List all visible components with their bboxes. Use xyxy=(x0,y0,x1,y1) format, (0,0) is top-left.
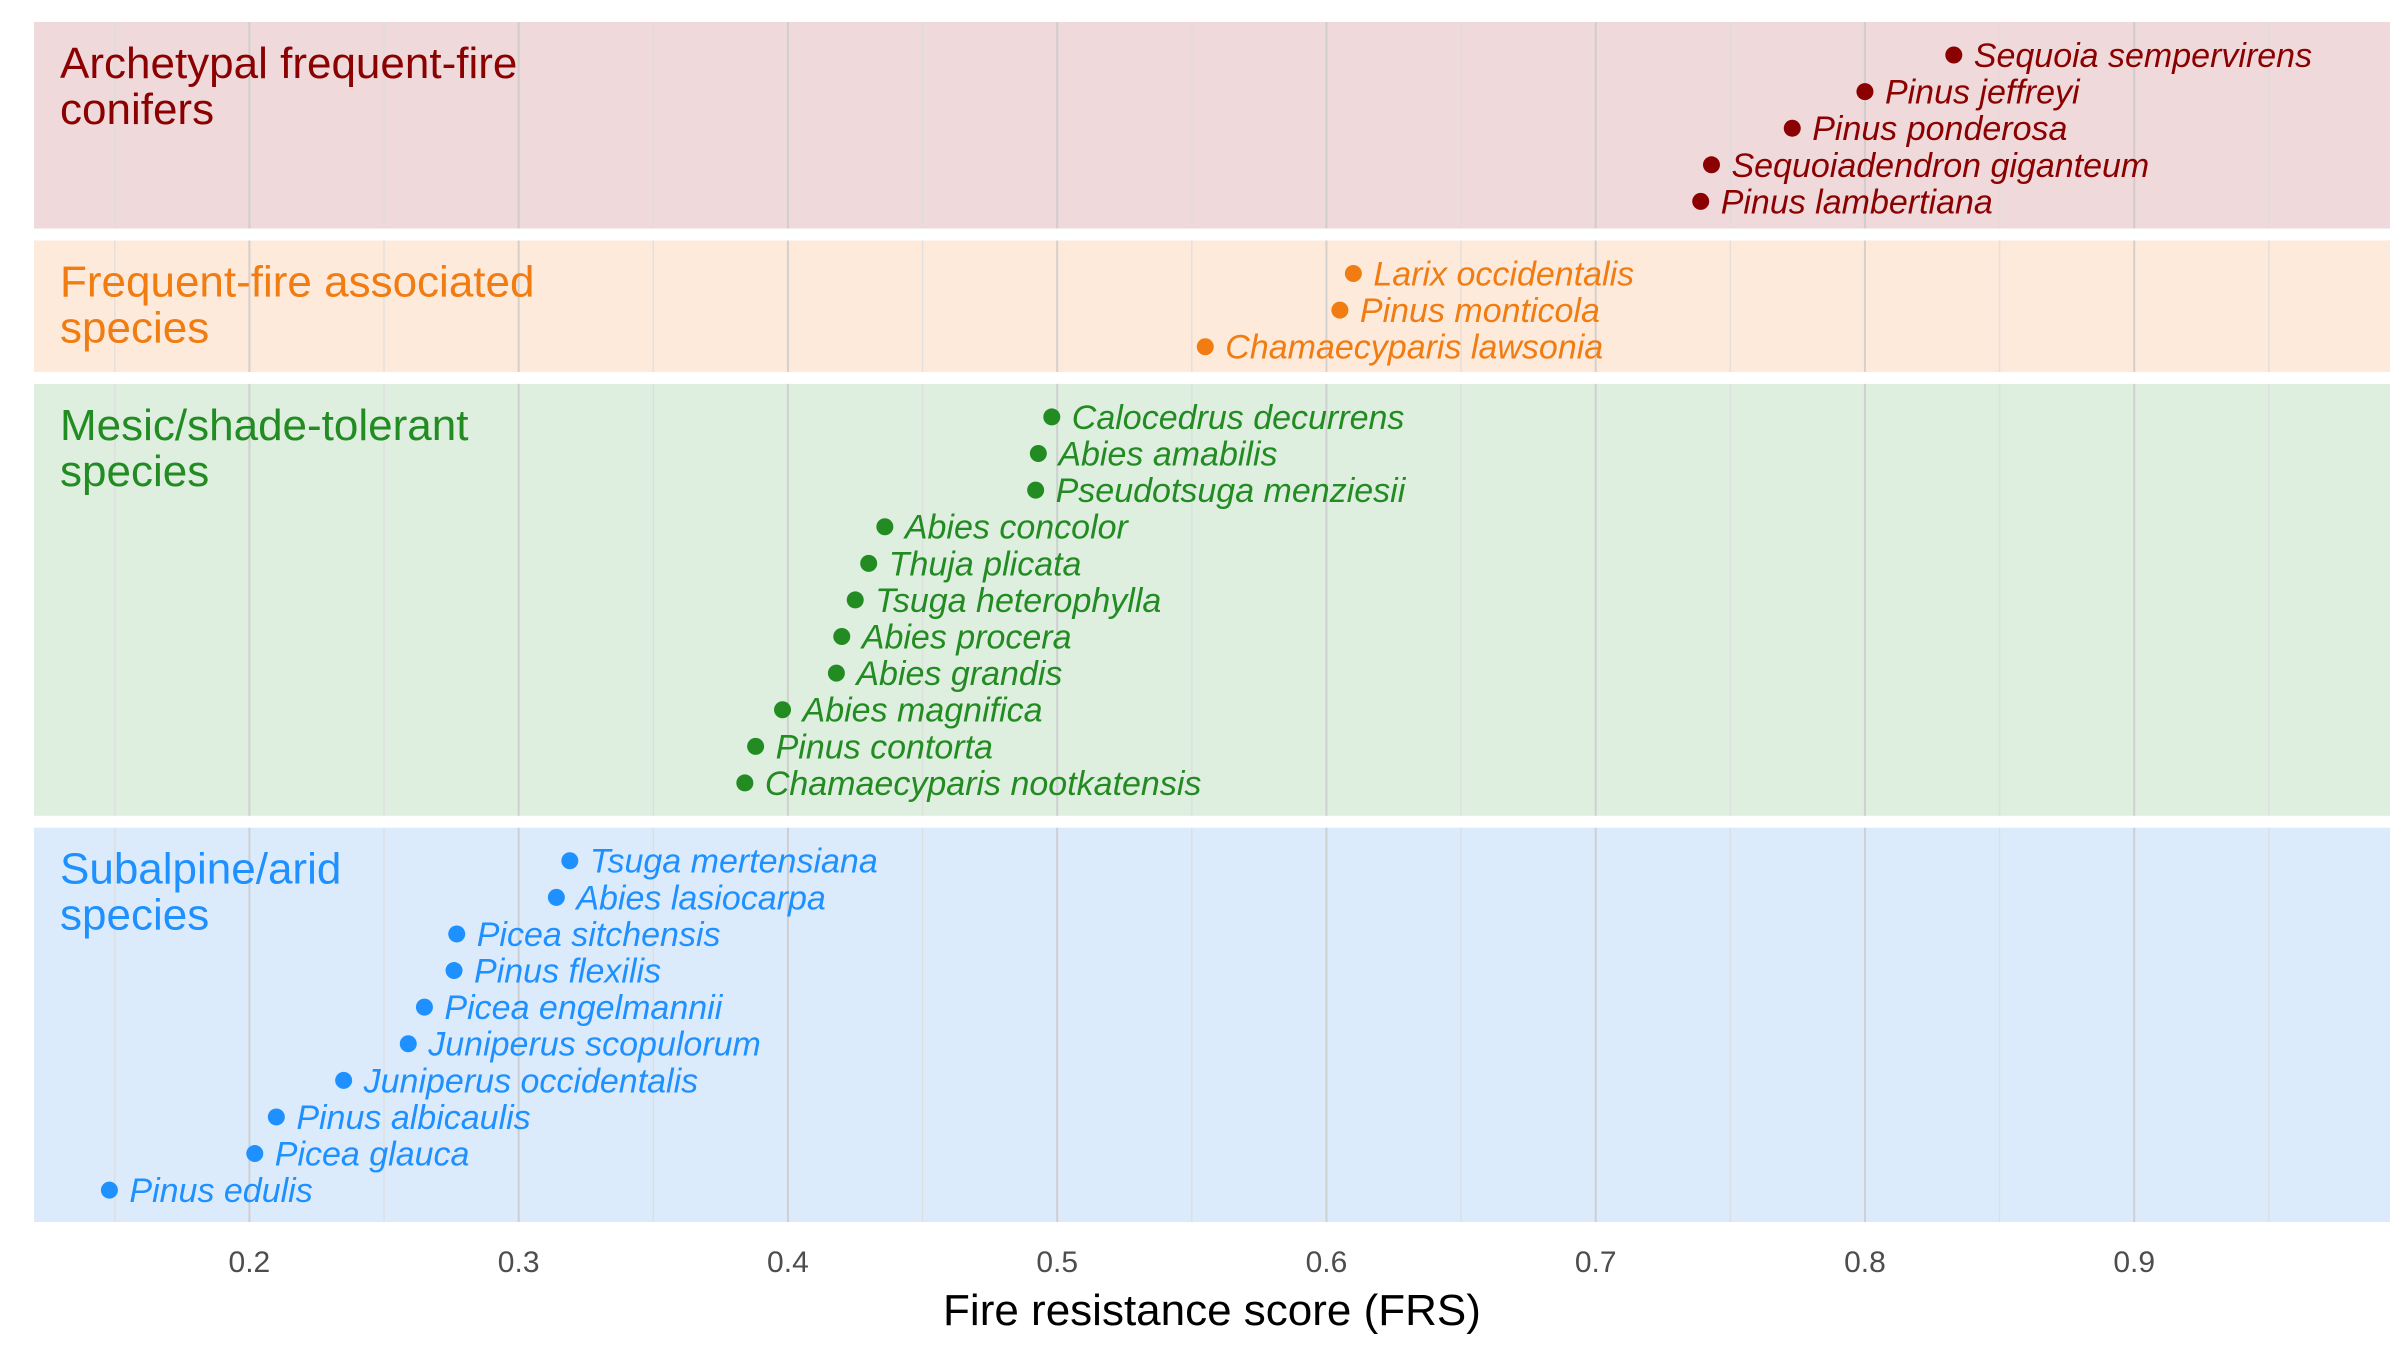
species-label: Abies amabilis xyxy=(1056,436,1277,474)
x-tick-label: 0.2 xyxy=(229,1246,271,1279)
species-label: Sequoiadendron giganteum xyxy=(1731,147,2149,185)
data-point xyxy=(876,518,894,536)
species-label: Tsuga heterophylla xyxy=(875,582,1161,620)
species-label: Abies concolor xyxy=(903,509,1130,547)
species-label: Chamaecyparis nootkatensis xyxy=(765,765,1202,803)
group-label-line: Archetypal frequent-fire xyxy=(60,39,517,88)
group-panel-3 xyxy=(34,827,2390,1222)
data-point xyxy=(833,628,851,646)
species-label: Sequoia sempervirens xyxy=(1974,37,2312,75)
species-label: Abies magnifica xyxy=(801,692,1043,730)
species-label: Pinus ponderosa xyxy=(1812,110,2067,148)
data-point xyxy=(399,1035,417,1053)
group-label-line: species xyxy=(60,891,209,940)
x-tick-label: 0.7 xyxy=(1575,1246,1617,1279)
species-label: Picea engelmannii xyxy=(444,989,723,1027)
species-label: Pinus albicaulis xyxy=(296,1099,530,1137)
data-point xyxy=(827,664,845,682)
group-panels xyxy=(34,22,2390,1222)
group-label-line: Subalpine/arid xyxy=(60,845,341,894)
species-label: Abies procera xyxy=(860,619,1072,657)
species-label: Juniperus scopulorum xyxy=(427,1026,761,1064)
data-point xyxy=(774,701,792,719)
species-label: Picea glauca xyxy=(275,1136,470,1174)
data-point xyxy=(1043,408,1061,426)
species-label: Juniperus occidentalis xyxy=(363,1062,699,1100)
data-point xyxy=(1856,83,1874,101)
group-label-line: Mesic/shade-tolerant xyxy=(60,401,468,450)
data-point xyxy=(547,888,565,906)
species-label: Abies lasiocarpa xyxy=(574,879,825,917)
x-tick-label: 0.5 xyxy=(1036,1246,1078,1279)
data-point xyxy=(1783,119,1801,137)
data-point xyxy=(561,852,579,870)
data-point xyxy=(267,1108,285,1126)
data-point xyxy=(1945,46,1963,64)
species-label: Pseudotsuga menziesii xyxy=(1056,472,1407,510)
data-point xyxy=(846,591,864,609)
group-labels: Archetypal frequent-fire conifers Frequent… xyxy=(60,39,534,940)
species-label: Larix occidentalis xyxy=(1373,256,1634,294)
species-label: Pinus contorta xyxy=(776,728,993,766)
species-label: Pinus flexilis xyxy=(474,953,661,991)
species-label: Picea sitchensis xyxy=(477,916,721,954)
data-point xyxy=(445,962,463,980)
data-point xyxy=(1692,192,1710,210)
group-label-line: species xyxy=(60,304,209,353)
data-point xyxy=(860,554,878,572)
species-label: Pinus jeffreyi xyxy=(1885,74,2081,112)
species-label: Abies grandis xyxy=(854,655,1062,693)
x-tick-label: 0.3 xyxy=(498,1246,540,1279)
data-point xyxy=(1196,338,1214,356)
data-point xyxy=(1702,156,1720,174)
data-point xyxy=(1029,445,1047,463)
group-label-line: Frequent-fire associated xyxy=(60,258,534,307)
x-tick-label: 0.9 xyxy=(2113,1246,2155,1279)
data-point xyxy=(736,774,754,792)
x-tick-label: 0.4 xyxy=(767,1246,809,1279)
species-label: Pinus edulis xyxy=(129,1172,312,1210)
x-tick-label: 0.6 xyxy=(1306,1246,1348,1279)
data-point xyxy=(415,998,433,1016)
x-axis-title: Fire resistance score (FRS) xyxy=(943,1286,1481,1335)
group-label-line: conifers xyxy=(60,85,214,134)
species-label: Chamaecyparis lawsonia xyxy=(1225,329,1603,367)
data-point xyxy=(100,1181,118,1199)
group-label: Mesic/shade-tolerant species xyxy=(60,401,468,496)
species-label: Calocedrus decurrens xyxy=(1072,399,1405,437)
data-point xyxy=(1027,481,1045,499)
data-point xyxy=(747,737,765,755)
data-point xyxy=(246,1145,264,1163)
species-label: Thuja plicata xyxy=(889,545,1082,583)
data-point xyxy=(1344,265,1362,283)
group-label: Frequent-fire associated species xyxy=(60,258,534,353)
species-label: Pinus monticola xyxy=(1360,292,1600,330)
group-label-line: species xyxy=(60,447,209,496)
group-panel-2 xyxy=(34,383,2390,816)
group-panel-0 xyxy=(34,22,2390,229)
group-label: Subalpine/arid species xyxy=(60,845,341,940)
data-point xyxy=(335,1071,353,1089)
x-axis-ticks: 0.2 0.3 0.4 0.5 0.6 0.7 0.8 0.9 xyxy=(229,1246,2156,1279)
species-label: Tsuga mertensiana xyxy=(590,843,878,881)
data-point xyxy=(1331,301,1349,319)
data-point xyxy=(448,925,466,943)
x-tick-label: 0.8 xyxy=(1844,1246,1886,1279)
grid-lines xyxy=(114,22,2270,1222)
species-label: Pinus lambertiana xyxy=(1721,183,1993,221)
group-label: Archetypal frequent-fire conifers xyxy=(60,39,517,134)
